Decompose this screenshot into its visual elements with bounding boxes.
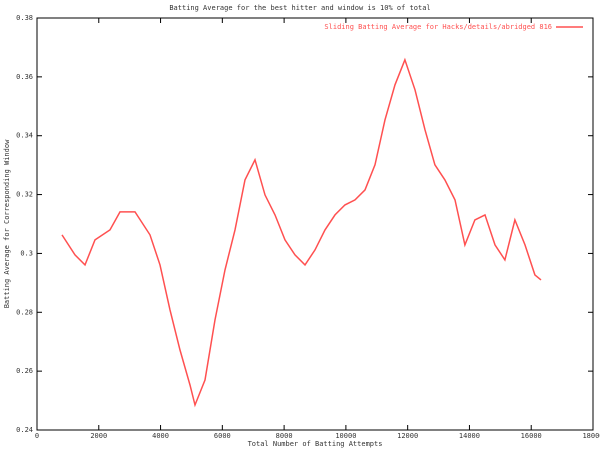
x-tick-label: 6000	[214, 432, 231, 440]
x-tick-label: 2000	[90, 432, 107, 440]
x-tick-label: 16000	[521, 432, 542, 440]
y-axis-label: Batting Average for Corresponding Window	[3, 139, 11, 308]
x-tick-label: 8000	[276, 432, 293, 440]
y-tick-label: 0.24	[16, 426, 33, 434]
x-tick-label: 0	[35, 432, 39, 440]
x-tick-label: 4000	[152, 432, 169, 440]
x-tick-label: 12000	[397, 432, 418, 440]
y-tick-label: 0.34	[16, 132, 33, 140]
x-tick-label: 18000	[582, 432, 600, 440]
x-axis-label: Total Number of Batting Attempts	[248, 440, 383, 448]
y-tick-label: 0.36	[16, 73, 33, 81]
y-tick-label: 0.26	[16, 367, 33, 375]
x-tick-label: 10000	[335, 432, 356, 440]
data-line	[61, 57, 542, 408]
y-tick-label: 0.32	[16, 191, 33, 199]
y-tick-label: 0.3	[20, 249, 33, 257]
x-tick-label: 14000	[459, 432, 480, 440]
legend-label: Sliding Batting Average for Hacks/detail…	[324, 23, 552, 31]
y-tick-label: 0.28	[16, 308, 33, 316]
plot-border	[36, 17, 594, 431]
chart-title: Batting Average for the best hitter and …	[169, 4, 430, 12]
y-tick-label: 0.38	[16, 14, 33, 22]
